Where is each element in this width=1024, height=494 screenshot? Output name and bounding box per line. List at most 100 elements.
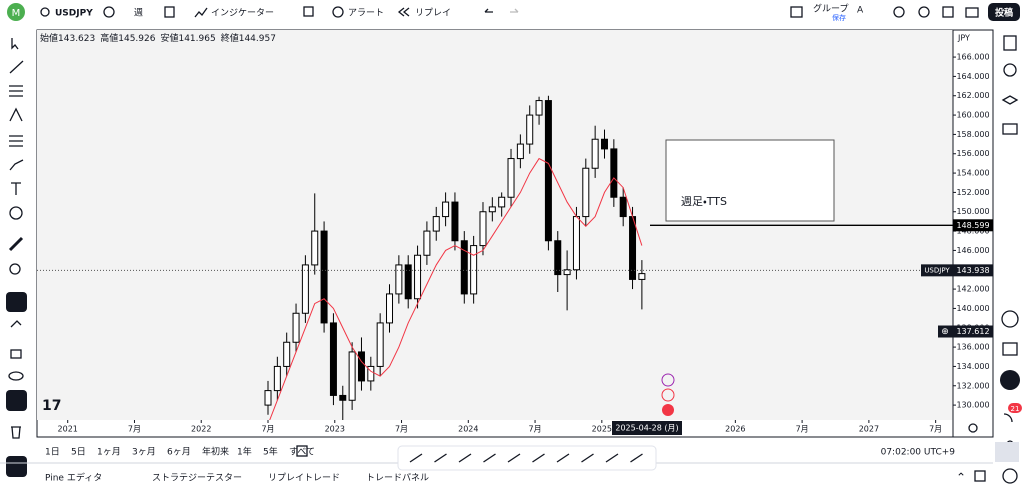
candle-body bbox=[516, 143, 524, 160]
draw-mode[interactable] bbox=[10, 320, 22, 328]
panel-tab[interactable]: リプレイトレード bbox=[268, 473, 340, 484]
y-tick-label: 156.000 bbox=[956, 149, 989, 158]
panel-tab[interactable]: Pine エディタ bbox=[45, 472, 102, 484]
forecast-tool[interactable] bbox=[9, 135, 23, 147]
event-icon[interactable] bbox=[661, 373, 675, 387]
x-tick-label: 7月 bbox=[796, 425, 809, 434]
save[interactable]: 保存 bbox=[832, 13, 846, 22]
candle-body bbox=[451, 201, 459, 242]
fullscreen[interactable] bbox=[942, 6, 954, 18]
text-tool[interactable] bbox=[11, 182, 21, 195]
drawing-tool[interactable] bbox=[483, 453, 496, 463]
ohlc-value: 144.957 bbox=[239, 34, 276, 44]
event-icon[interactable] bbox=[662, 404, 674, 416]
stream[interactable] bbox=[1003, 413, 1013, 423]
lock-tool[interactable] bbox=[10, 349, 22, 359]
range-button[interactable]: 5年 bbox=[263, 446, 278, 458]
compare-icon[interactable] bbox=[296, 445, 308, 457]
pattern-tool[interactable] bbox=[9, 107, 23, 122]
maximize-panel[interactable] bbox=[974, 470, 986, 482]
group[interactable]: グループ bbox=[813, 3, 848, 15]
candle-body bbox=[600, 138, 608, 150]
layout-name[interactable]: A bbox=[857, 6, 864, 16]
price-label-box bbox=[953, 264, 993, 277]
trend-line-tool[interactable] bbox=[9, 60, 24, 74]
data-window[interactable] bbox=[1001, 95, 1019, 105]
collapse[interactable] bbox=[995, 442, 1019, 462]
symbol[interactable]: USDJPY bbox=[55, 9, 93, 19]
range-button[interactable]: すべて bbox=[289, 447, 315, 458]
publish: 投稿 bbox=[995, 7, 1013, 19]
range-button[interactable]: 年初来 bbox=[202, 446, 229, 458]
replay[interactable]: リプレイ bbox=[415, 8, 451, 19]
collapse-panel[interactable]: ⌃ bbox=[956, 471, 966, 485]
redo[interactable] bbox=[510, 8, 519, 13]
range-button[interactable]: 1ヶ月 bbox=[97, 447, 121, 458]
help[interactable] bbox=[1002, 468, 1018, 484]
candle-body bbox=[311, 230, 319, 266]
indicators[interactable]: インジケーター bbox=[211, 8, 274, 19]
x-tick-label: 2027 bbox=[859, 425, 879, 434]
avatar[interactable] bbox=[7, 3, 25, 21]
y-tick-label: 154.000 bbox=[956, 169, 989, 178]
settings[interactable] bbox=[918, 6, 930, 18]
snapshot[interactable] bbox=[965, 7, 979, 18]
panel-tab[interactable]: トレードパネル bbox=[366, 473, 429, 484]
drawing-tool[interactable] bbox=[409, 453, 423, 463]
candle-body bbox=[395, 264, 403, 295]
drawing-tool[interactable] bbox=[434, 453, 447, 463]
zoom-tool[interactable] bbox=[9, 263, 21, 275]
alerts-panel[interactable] bbox=[1003, 63, 1017, 77]
watchlist[interactable] bbox=[1003, 35, 1017, 51]
drawing-tool[interactable] bbox=[630, 453, 643, 463]
drawing-tool[interactable] bbox=[605, 453, 619, 463]
fib-tool[interactable] bbox=[9, 85, 23, 97]
range-button[interactable]: 6ヶ月 bbox=[167, 447, 191, 458]
drawing-tool[interactable] bbox=[507, 453, 521, 463]
templates[interactable] bbox=[303, 6, 314, 17]
magnet-tool[interactable] bbox=[6, 292, 27, 312]
favorites[interactable] bbox=[6, 456, 27, 477]
candle-body bbox=[339, 394, 347, 401]
search-icon[interactable] bbox=[40, 7, 50, 17]
delete-tool[interactable] bbox=[11, 426, 21, 439]
event-icon[interactable] bbox=[661, 388, 675, 402]
candle-body bbox=[264, 390, 272, 406]
range-button[interactable]: 1日 bbox=[45, 447, 60, 458]
candle-body bbox=[367, 365, 375, 382]
chat[interactable] bbox=[1002, 123, 1018, 135]
hide-tool[interactable] bbox=[8, 371, 24, 381]
drawing-tool[interactable] bbox=[556, 453, 570, 463]
link-tool[interactable] bbox=[6, 390, 27, 411]
candle-body bbox=[442, 201, 450, 218]
icon-tool[interactable] bbox=[9, 206, 23, 220]
range-button[interactable]: 3ヶ月 bbox=[132, 447, 156, 458]
drawing-tool[interactable] bbox=[581, 453, 594, 463]
alert-box[interactable] bbox=[938, 325, 993, 338]
x-tick-label: 2025 bbox=[592, 425, 612, 434]
drawing-tool[interactable] bbox=[458, 453, 472, 463]
y-tick-label: 136.000 bbox=[956, 343, 989, 352]
undo[interactable] bbox=[484, 8, 493, 13]
interval[interactable]: 週 bbox=[134, 8, 143, 19]
signals[interactable] bbox=[1001, 310, 1019, 328]
candle-body bbox=[292, 312, 300, 343]
publish-button[interactable] bbox=[988, 3, 1020, 21]
candle-body bbox=[414, 254, 422, 300]
add-symbol[interactable] bbox=[103, 6, 115, 18]
alert[interactable]: アラート bbox=[348, 8, 384, 19]
brush-tool[interactable] bbox=[9, 159, 24, 171]
range-button[interactable]: 1年 bbox=[237, 446, 252, 458]
ruler-tool[interactable] bbox=[8, 236, 24, 252]
axis-settings[interactable] bbox=[968, 423, 978, 433]
chart-type[interactable] bbox=[164, 6, 175, 18]
apps[interactable] bbox=[1000, 370, 1020, 390]
drawing-tool[interactable] bbox=[532, 453, 545, 463]
range-button[interactable]: 5日 bbox=[71, 447, 86, 458]
candle-body bbox=[572, 216, 580, 271]
calendar[interactable] bbox=[1002, 342, 1018, 356]
quick-search[interactable] bbox=[893, 6, 905, 18]
cursor-tool[interactable] bbox=[11, 38, 19, 50]
panel-tab[interactable]: ストラテジーテスター bbox=[152, 473, 242, 484]
layout-icon[interactable] bbox=[790, 6, 803, 18]
